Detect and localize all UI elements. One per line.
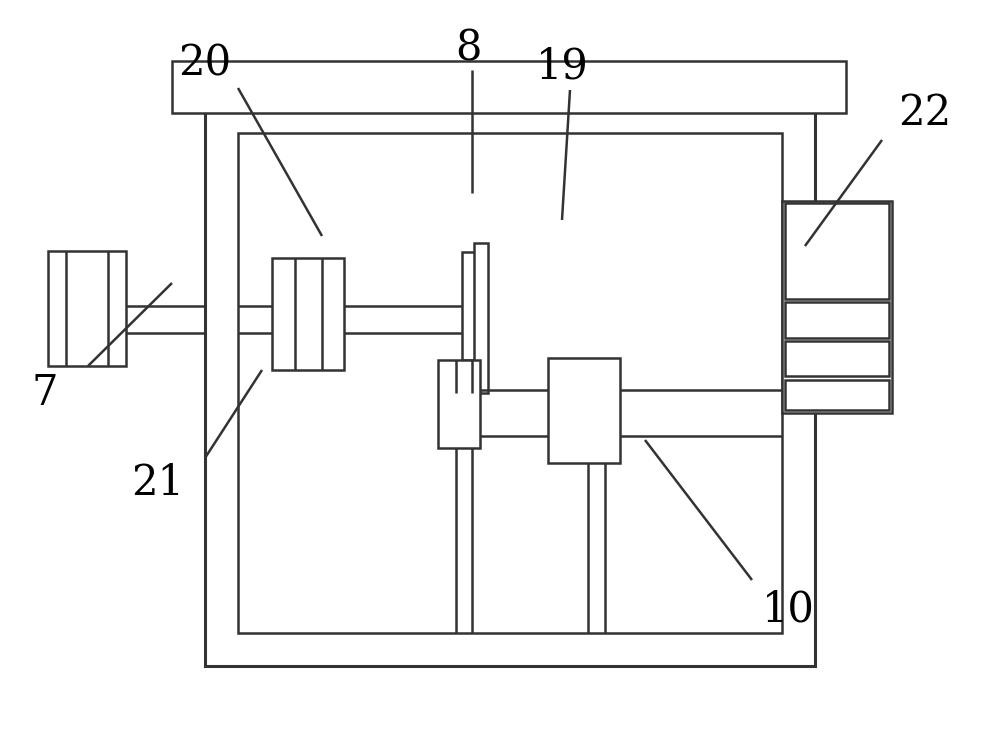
Bar [272, 258, 344, 370]
Bar [238, 133, 782, 633]
Bar [548, 358, 620, 463]
Text: 20: 20 [178, 42, 232, 84]
Bar [785, 302, 889, 338]
Text: 19: 19 [536, 45, 588, 87]
Bar [474, 243, 488, 393]
Bar [172, 61, 846, 113]
Bar [438, 360, 480, 448]
Bar [48, 251, 126, 366]
Bar [785, 203, 889, 299]
Bar [462, 252, 480, 360]
Text: 10: 10 [762, 589, 814, 631]
Bar [782, 201, 892, 413]
Text: 22: 22 [898, 92, 952, 134]
Bar [205, 101, 815, 666]
Text: 21: 21 [132, 462, 184, 504]
Bar [785, 380, 889, 410]
Text: 8: 8 [455, 27, 481, 69]
Text: 7: 7 [32, 372, 58, 414]
Bar [785, 341, 889, 376]
